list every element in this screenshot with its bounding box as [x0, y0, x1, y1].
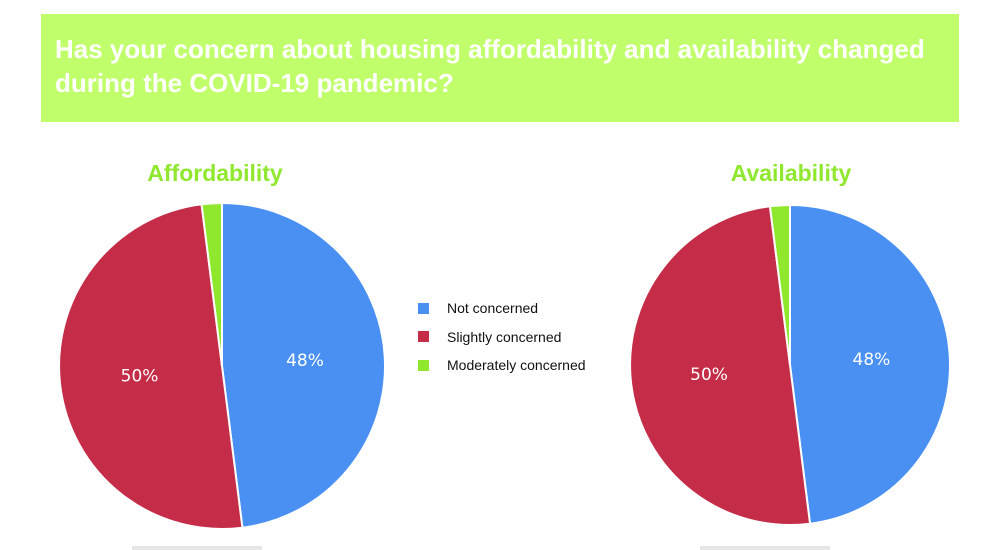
chart-title-affordability: Affordability	[147, 160, 283, 186]
pie-chart-availability: 48% 50%	[629, 203, 951, 526]
legend-swatch-moderately-concerned	[418, 359, 429, 371]
decorative-divider	[132, 546, 262, 550]
pie-slice-slightly-concerned	[58, 203, 244, 530]
pie-data-label: 48%	[853, 350, 891, 370]
chart-legend: Not concerned Slightly concerned Moderat…	[418, 294, 586, 380]
pie-chart-affordability: 48% 50%	[58, 201, 386, 530]
decorative-divider	[700, 546, 830, 550]
pie-slice-moderately-concerned	[768, 203, 791, 366]
pie-data-label: 50%	[121, 366, 159, 386]
pie-slice-slightly-concerned	[629, 205, 812, 526]
legend-swatch-not-concerned	[418, 302, 429, 314]
pie-slice-not-concerned	[789, 203, 951, 525]
pie-data-label: 48%	[286, 351, 324, 371]
legend-item-slightly-concerned: Slightly concerned	[418, 323, 586, 352]
legend-swatch-slightly-concerned	[418, 331, 429, 343]
legend-item-moderately-concerned: Moderately concerned	[418, 351, 586, 380]
legend-label: Not concerned	[447, 300, 539, 317]
legend-label: Slightly concerned	[447, 328, 562, 345]
title-banner: Has your concern about housing affordabi…	[41, 14, 959, 122]
legend-item-not-concerned: Not concerned	[418, 294, 586, 323]
chart-title-availability: Availability	[730, 160, 852, 186]
pie-slice-moderately-concerned	[200, 201, 223, 367]
page-title: Has your concern about housing affordabi…	[55, 34, 925, 98]
legend-label: Moderately concerned	[447, 357, 586, 374]
pie-data-label: 50%	[690, 365, 728, 385]
pie-slice-not-concerned	[221, 201, 386, 529]
